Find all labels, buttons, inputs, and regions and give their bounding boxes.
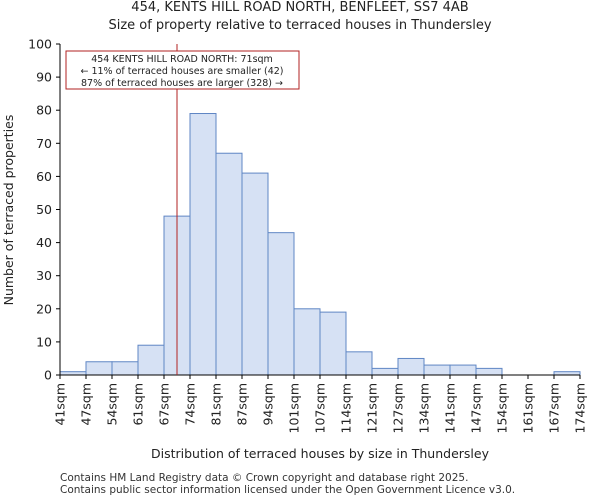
bar-74sqm <box>189 113 217 376</box>
x-tick-label: 47sqm <box>79 383 94 426</box>
chart-subtitle: Size of property relative to terraced ho… <box>108 18 492 33</box>
x-tick-label: 121sqm <box>365 383 380 433</box>
y-tick-label: 20 <box>36 301 52 316</box>
bar-114sqm <box>345 351 373 376</box>
x-tick-label: 61sqm <box>131 383 146 426</box>
y-tick-label: 0 <box>44 368 52 383</box>
bar-107sqm <box>319 311 347 376</box>
annotation-box: 454 KENTS HILL ROAD NORTH: 71sqm ← 11% o… <box>65 50 300 90</box>
bar-87sqm <box>241 172 269 376</box>
annotation-line-1: 454 KENTS HILL ROAD NORTH: 71sqm <box>91 54 273 65</box>
x-tick-label: 67sqm <box>157 383 172 426</box>
x-tick-label: 154sqm <box>495 383 510 433</box>
x-tick-label: 167sqm <box>547 383 562 433</box>
x-tick-label: 147sqm <box>469 383 484 433</box>
footer-licence: Contains public sector information licen… <box>60 484 516 496</box>
y-axis-label: Number of terraced properties <box>1 115 16 306</box>
x-tick-label: 141sqm <box>443 383 458 433</box>
x-tick-label: 127sqm <box>391 383 406 433</box>
bar-101sqm <box>293 308 321 376</box>
y-tick-label: 30 <box>36 268 52 283</box>
bar-61sqm <box>137 344 165 376</box>
y-tick-label: 80 <box>36 103 52 118</box>
x-tick-label: 134sqm <box>417 383 432 433</box>
annotation-line-3: 87% of terraced houses are larger (328) … <box>81 78 283 89</box>
y-tick-label: 60 <box>36 169 52 184</box>
y-tick-label: 40 <box>36 235 52 250</box>
y-tick-label: 90 <box>36 70 52 85</box>
y-tick-label: 50 <box>36 202 52 217</box>
bar-147sqm <box>475 367 503 376</box>
x-tick-label: 81sqm <box>209 383 224 426</box>
x-tick-label: 87sqm <box>235 383 250 426</box>
footer-copyright: Contains HM Land Registry data © Crown c… <box>60 472 469 484</box>
bar-81sqm <box>215 152 243 376</box>
bar-47sqm <box>85 361 113 376</box>
x-tick-label: 174sqm <box>573 383 588 433</box>
bar-54sqm <box>111 361 139 376</box>
x-tick-label: 74sqm <box>183 383 198 426</box>
x-tick-label: 54sqm <box>105 383 120 426</box>
bar-121sqm <box>371 367 399 376</box>
x-tick-label: 94sqm <box>261 383 276 426</box>
axes-group: 0 10 20 30 40 50 60 70 80 90 100 41sqm 47sqm 54sqm 61s… <box>28 37 587 434</box>
bar-134sqm <box>423 364 451 376</box>
y-tick-label: 10 <box>36 334 52 349</box>
x-tick-label: 107sqm <box>313 383 328 433</box>
y-tick-label: 70 <box>36 136 52 151</box>
annotation-line-2: ← 11% of terraced houses are smaller (42… <box>80 66 283 77</box>
annotation-border <box>65 50 300 90</box>
x-tick-label: 41sqm <box>53 383 68 426</box>
bar-94sqm <box>267 232 295 376</box>
bars-group <box>59 113 581 376</box>
y-tick-label: 100 <box>28 37 52 52</box>
bar-127sqm <box>397 357 425 376</box>
x-tick-label: 161sqm <box>521 383 536 433</box>
x-tick-label: 114sqm <box>339 383 354 433</box>
chart-title: 454, KENTS HILL ROAD NORTH, BENFLEET, SS… <box>131 0 469 15</box>
x-tick-label: 101sqm <box>287 383 302 433</box>
x-axis-label: Distribution of terraced houses by size … <box>151 446 490 461</box>
bar-141sqm <box>449 364 477 376</box>
